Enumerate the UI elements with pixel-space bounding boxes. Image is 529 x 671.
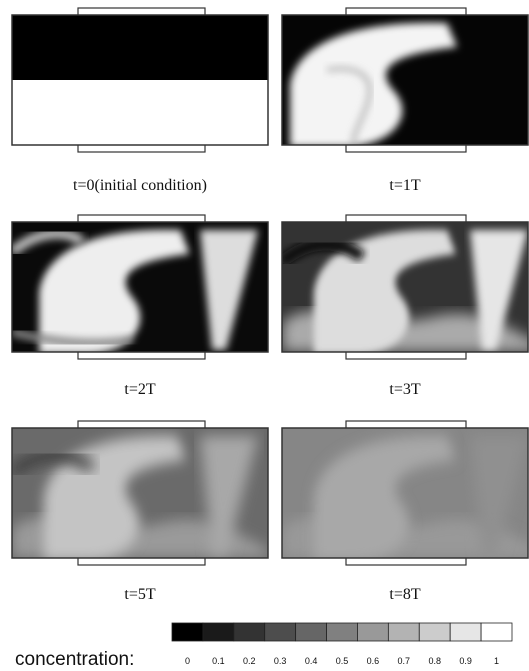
colorbar-swatch [357,623,388,641]
panel-caption: t=8T [389,586,420,603]
colorbar-tick-label: 0.2 [243,656,256,666]
panel [12,8,268,152]
colorbar-tick-label: 0.5 [336,656,349,666]
colorbar-swatch [450,623,481,641]
colorbar-tick-label: 0.3 [274,656,287,666]
colorbar-swatch [265,623,296,641]
panel [282,421,529,565]
colorbar-swatch [172,623,203,641]
colorbar-tick-label: 1 [494,656,499,666]
colorbar-swatch [234,623,265,641]
panel-caption: t=5T [124,586,155,603]
panel [12,215,268,359]
colorbar-tick-label: 0.6 [367,656,380,666]
panel [12,421,268,565]
panel-caption: t=2T [124,381,155,398]
figure: t=0(initial condition) t=1T t=2T t=3T t=… [0,0,529,671]
colorbar-tick-label: 0.7 [398,656,411,666]
panel [282,8,528,152]
colorbar-tick-label: 0 [185,656,190,666]
colorbar-swatch [388,623,419,641]
colorbar-tick-label: 0.8 [428,656,441,666]
colorbar-swatch [481,623,512,641]
panel-caption: t=0(initial condition) [73,177,207,194]
colorbar-swatch [327,623,358,641]
panel-caption: t=3T [389,381,420,398]
colorbar-swatch [419,623,450,641]
colorbar-swatch [203,623,234,641]
panel [282,215,529,359]
colorbar-tick-label: 0.1 [212,656,225,666]
colorbar-swatch [296,623,327,641]
panel-caption: t=1T [389,177,420,194]
colorbar-label: concentration: [15,649,134,670]
colorbar-tick-label: 0.4 [305,656,318,666]
colorbar-tick-label: 0.9 [459,656,472,666]
